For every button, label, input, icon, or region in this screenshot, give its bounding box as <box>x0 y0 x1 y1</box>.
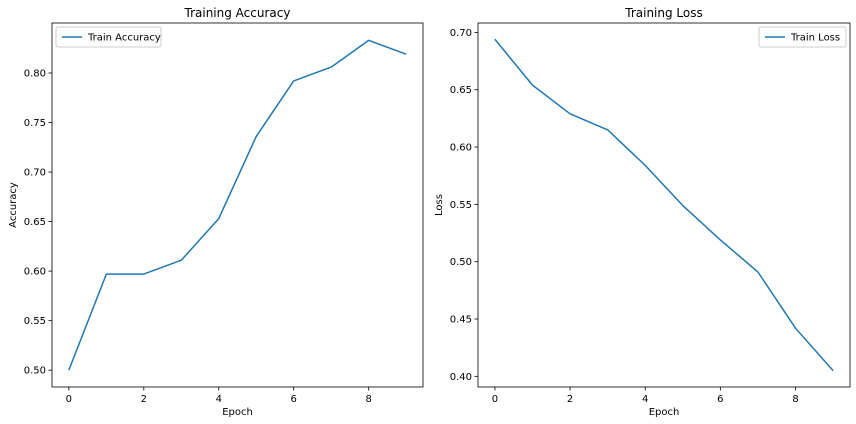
y-tick-label: 0.45 <box>450 315 472 326</box>
chart-title: Training Loss <box>624 6 702 20</box>
legend-box <box>55 26 162 48</box>
legend: Train Loss <box>758 26 847 48</box>
legend-label: Train Accuracy <box>87 33 161 44</box>
x-tick-label: 6 <box>291 394 297 405</box>
x-tick-label: 8 <box>365 394 371 405</box>
legend-box <box>758 26 847 48</box>
y-axis-label: Accuracy <box>8 182 19 228</box>
plot-frame <box>51 22 424 388</box>
legend-label: Train Loss <box>790 33 840 44</box>
x-tick-label: 0 <box>492 394 498 405</box>
y-tick-label: 0.55 <box>24 316 46 327</box>
x-tick-label: 0 <box>66 394 72 405</box>
y-tick-label: 0.50 <box>24 366 46 377</box>
y-tick-label: 0.50 <box>450 257 472 268</box>
y-tick-label: 0.60 <box>24 267 46 278</box>
x-axis-label: Epoch <box>649 407 680 418</box>
x-tick-label: 4 <box>216 394 222 405</box>
x-tick-label: 2 <box>567 394 573 405</box>
y-tick-label: 0.65 <box>450 85 472 96</box>
chart-title: Training Accuracy <box>184 6 291 20</box>
plot-frame <box>477 22 851 388</box>
x-tick-label: 6 <box>717 394 723 405</box>
x-tick-label: 8 <box>792 394 798 405</box>
x-axis-label: Epoch <box>222 407 253 418</box>
x-tick-label: 2 <box>141 394 147 405</box>
series-line-train-loss <box>494 38 834 372</box>
y-tick-label: 0.75 <box>24 118 46 129</box>
y-tick-label: 0.80 <box>24 69 46 80</box>
y-tick-label: 0.70 <box>24 168 46 179</box>
y-tick-label: 0.40 <box>450 372 472 383</box>
y-tick-label: 0.70 <box>450 28 472 39</box>
x-tick-label: 4 <box>642 394 648 405</box>
y-tick-label: 0.55 <box>450 200 472 211</box>
series-line-train-accuracy <box>68 39 407 371</box>
legend: Train Accuracy <box>55 26 162 48</box>
loss-chart: Training Loss 0 2 4 6 8 0.40 0.45 0.50 0.55 0.60 0.… <box>434 6 851 418</box>
y-tick-label: 0.65 <box>24 217 46 228</box>
accuracy-chart: Training Accuracy 0 2 4 6 8 0.50 0.55 0.60 0.65 0.… <box>8 6 424 418</box>
y-axis-label: Loss <box>434 194 445 216</box>
y-tick-label: 0.60 <box>450 143 472 154</box>
